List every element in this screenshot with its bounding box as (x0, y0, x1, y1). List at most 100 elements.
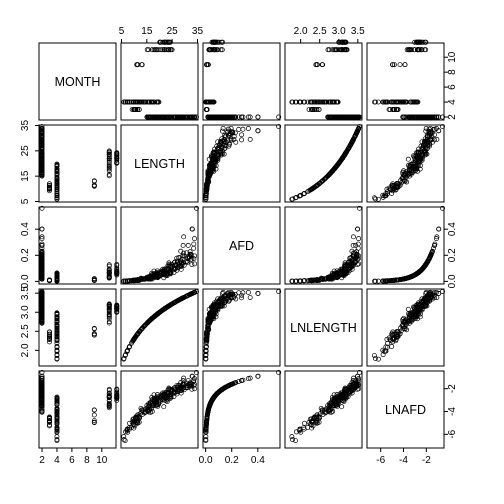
data-point (332, 274, 338, 280)
data-point (174, 298, 180, 304)
data-point (135, 278, 141, 283)
data-point (316, 99, 322, 105)
data-point (236, 290, 242, 296)
data-point (290, 437, 296, 443)
data-point (394, 99, 400, 105)
data-point (313, 62, 319, 68)
data-point (165, 263, 171, 268)
data-point (54, 407, 60, 413)
data-point (204, 418, 210, 424)
data-point (207, 313, 213, 319)
data-point (301, 191, 307, 197)
data-point (147, 276, 153, 282)
data-point (39, 143, 45, 149)
data-point (219, 294, 225, 300)
data-point (204, 420, 209, 426)
data-point (353, 114, 359, 120)
data-point (141, 99, 147, 105)
data-point (106, 387, 112, 393)
data-point (39, 402, 45, 408)
data-point (255, 373, 261, 379)
data-point (208, 114, 214, 120)
data-point (390, 107, 396, 112)
left-axis-afd: 0.00.20.4 (20, 222, 39, 288)
data-point (340, 394, 346, 400)
data-point (39, 248, 45, 254)
panel-frame (38, 288, 117, 367)
data-point (47, 278, 52, 283)
data-point (347, 264, 353, 270)
data-point (372, 353, 377, 358)
data-point (131, 336, 137, 342)
data-point (405, 306, 411, 312)
data-point (135, 331, 141, 337)
data-point (166, 303, 172, 309)
data-point (228, 289, 234, 295)
data-point (351, 262, 357, 268)
data-point (404, 275, 410, 281)
data-point (356, 253, 362, 259)
data-point (39, 157, 45, 163)
data-point (167, 302, 173, 308)
data-point (311, 107, 317, 112)
data-point (426, 295, 432, 301)
data-point (215, 39, 221, 45)
data-point (54, 418, 60, 424)
tick-label: -6 (376, 455, 385, 466)
data-point (185, 292, 191, 298)
data-point (144, 275, 150, 281)
data-point (54, 325, 60, 331)
tick-label: 0.2 (225, 455, 239, 466)
data-point (161, 306, 167, 312)
data-point (322, 99, 328, 105)
data-point (402, 178, 408, 184)
panel-frame (366, 206, 445, 285)
data-point (54, 412, 60, 418)
data-point (167, 271, 173, 277)
data-point (309, 186, 315, 192)
panel-month-vs-lnlength (284, 39, 363, 121)
tick-label: 8 (447, 69, 458, 75)
data-point (209, 309, 215, 315)
data-point (397, 277, 403, 283)
data-point (440, 124, 445, 129)
data-point (332, 403, 338, 409)
data-point (213, 155, 219, 161)
data-point (203, 434, 209, 440)
data-point (220, 114, 226, 120)
data-point (39, 136, 45, 142)
data-point (225, 295, 231, 301)
data-point (39, 408, 45, 414)
data-point (161, 404, 167, 410)
data-point (325, 275, 331, 281)
data-point (106, 262, 112, 268)
data-point (436, 128, 442, 134)
data-point (54, 315, 60, 321)
data-point (293, 278, 299, 284)
panel-frame (38, 206, 117, 285)
data-point (239, 295, 244, 301)
data-point (419, 266, 425, 272)
data-point (54, 397, 60, 403)
data-point (162, 305, 168, 311)
data-point (184, 258, 190, 264)
variable-label: LNLENGTH (290, 321, 357, 335)
data-point (423, 151, 429, 157)
data-point (180, 242, 186, 248)
tick-label: 2 (39, 455, 45, 466)
data-point (211, 305, 217, 311)
data-point (39, 397, 45, 402)
data-point (47, 417, 52, 423)
data-point (355, 226, 361, 232)
data-point (255, 114, 261, 120)
data-point (39, 166, 45, 172)
data-point (372, 278, 377, 284)
data-point (417, 114, 423, 120)
panel-afd-vs-length (120, 205, 199, 285)
data-point (106, 275, 112, 281)
data-point (189, 226, 195, 232)
data-point (394, 181, 400, 187)
data-point (54, 348, 60, 354)
data-point (203, 340, 209, 346)
data-point (333, 164, 339, 170)
